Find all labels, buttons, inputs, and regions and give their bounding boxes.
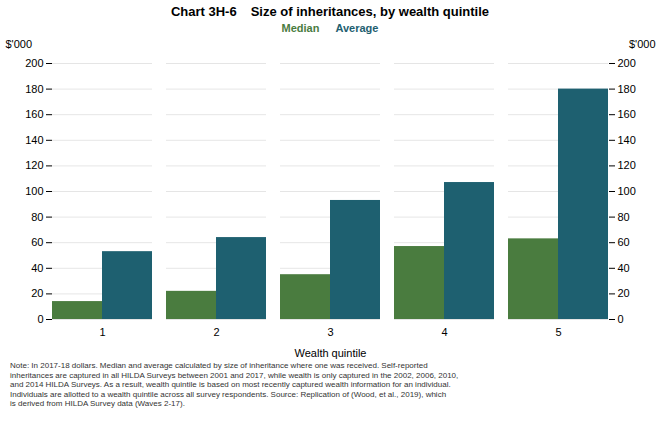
svg-text:40: 40 [618, 262, 630, 274]
svg-text:$'000: $'000 [629, 38, 656, 50]
svg-text:20: 20 [31, 287, 43, 299]
svg-text:100: 100 [25, 185, 43, 197]
svg-text:60: 60 [31, 236, 43, 248]
svg-text:80: 80 [618, 211, 630, 223]
svg-text:$'000: $'000 [6, 38, 33, 50]
svg-text:140: 140 [25, 134, 43, 146]
html-text:Median: Median [281, 22, 320, 34]
html-text:Size of inheritances, by wealt: Size of inheritances, by wealth quintile [250, 4, 490, 19]
html-text:Chart 3H-6: Chart 3H-6 [170, 4, 237, 19]
svg-text:0: 0 [37, 313, 43, 325]
svg-text:Wealth quintile: Wealth quintile [295, 347, 367, 359]
svg-text:100: 100 [618, 185, 636, 197]
svg-text:0: 0 [618, 313, 624, 325]
svg-text:40: 40 [31, 262, 43, 274]
html-text:Average: Average [335, 22, 379, 34]
html-text:Note: In 2017-18 dollars. Medi: Note: In 2017-18 dollars. Median and ave… [10, 361, 459, 409]
svg-text:60: 60 [618, 236, 630, 248]
svg-text:3: 3 [327, 326, 333, 338]
svg-text:140: 140 [618, 134, 636, 146]
svg-text:200: 200 [618, 57, 636, 69]
svg-text:20: 20 [618, 287, 630, 299]
svg-text:1: 1 [99, 326, 105, 338]
svg-text:4: 4 [441, 326, 447, 338]
svg-text:2: 2 [213, 326, 219, 338]
svg-text:120: 120 [618, 159, 636, 171]
svg-text:180: 180 [25, 83, 43, 95]
svg-text:5: 5 [555, 326, 561, 338]
svg-text:120: 120 [25, 159, 43, 171]
svg-text:200: 200 [25, 57, 43, 69]
svg-text:160: 160 [618, 108, 636, 120]
svg-text:80: 80 [31, 211, 43, 223]
svg-text:180: 180 [618, 83, 636, 95]
svg-text:160: 160 [25, 108, 43, 120]
